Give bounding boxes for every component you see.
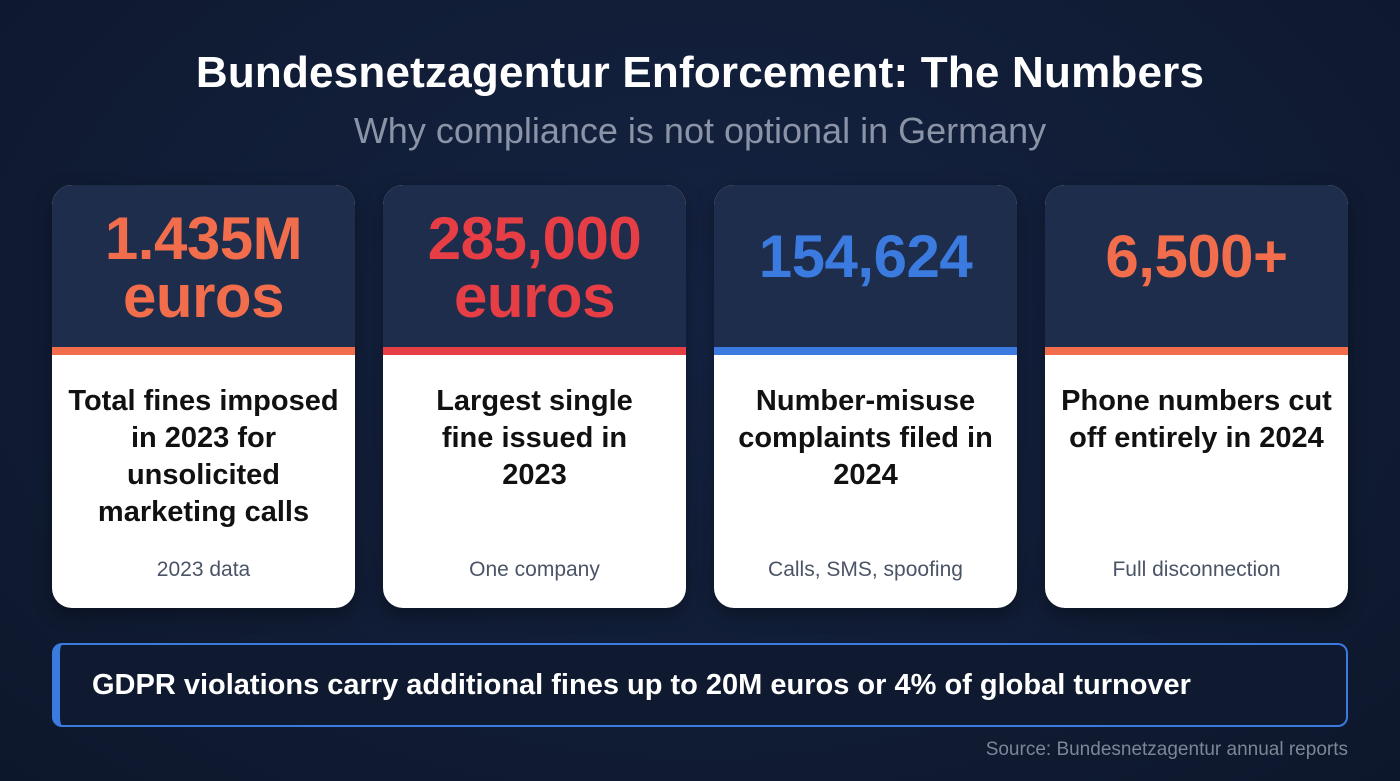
callout-text: GDPR violations carry additional fines u… [92,668,1191,701]
stat-value: 1.435M [104,205,303,272]
stat-unit: euros [123,263,284,330]
stat-card-disconnections: 6,500+ Phone numbers cut off entirely in… [1045,185,1348,608]
stat-value: 285,000 [427,205,642,272]
stat-description: Total fines imposed in 2023 for unsolici… [68,385,339,528]
stat-note: Calls, SMS, spoofing [768,558,963,581]
card-body: Largest single fine issued in 2023 One c… [383,355,686,608]
card-header: 1.435M euros [52,185,355,347]
stat-cards: 1.435M euros Total fines imposed in 2023… [52,185,1348,608]
stat-description: Largest single fine issued in 2023 [436,385,633,491]
stat-card-largest-fine: 285,000 euros Largest single fine issued… [383,185,686,608]
stat-card-total-fines: 1.435M euros Total fines imposed in 2023… [52,185,355,608]
stat-unit: euros [454,263,615,330]
stat-note: 2023 data [156,558,251,581]
accent-bar [383,347,686,355]
stat-value: 6,500+ [1105,223,1288,290]
page-title: Bundesnetzagentur Enforcement: The Numbe… [195,48,1205,97]
card-header: 6,500+ [1045,185,1348,347]
card-body: Phone numbers cut off entirely in 2024 F… [1045,355,1348,608]
card-header: 154,624 [714,185,1017,347]
stat-description: Number-misuse complaints filed in 2024 [738,385,993,491]
accent-bar [714,347,1017,355]
stat-value: 154,624 [758,223,973,290]
page-subtitle: Why compliance is not optional in German… [353,110,1047,151]
stat-card-complaints: 154,624 Number-misuse complaints filed i… [714,185,1017,608]
card-body: Number-misuse complaints filed in 2024 C… [714,355,1017,608]
stat-note: Full disconnection [1112,558,1281,581]
card-header: 285,000 euros [383,185,686,347]
accent-bar [1045,347,1348,355]
accent-bar [52,347,355,355]
stat-description: Phone numbers cut off entirely in 2024 [1061,385,1332,454]
gdpr-callout-banner: GDPR violations carry additional fines u… [52,643,1348,727]
source-citation: Source: Bundesnetzagentur annual reports [985,739,1348,760]
stat-note: One company [469,558,600,581]
card-body: Total fines imposed in 2023 for unsolici… [52,355,355,608]
